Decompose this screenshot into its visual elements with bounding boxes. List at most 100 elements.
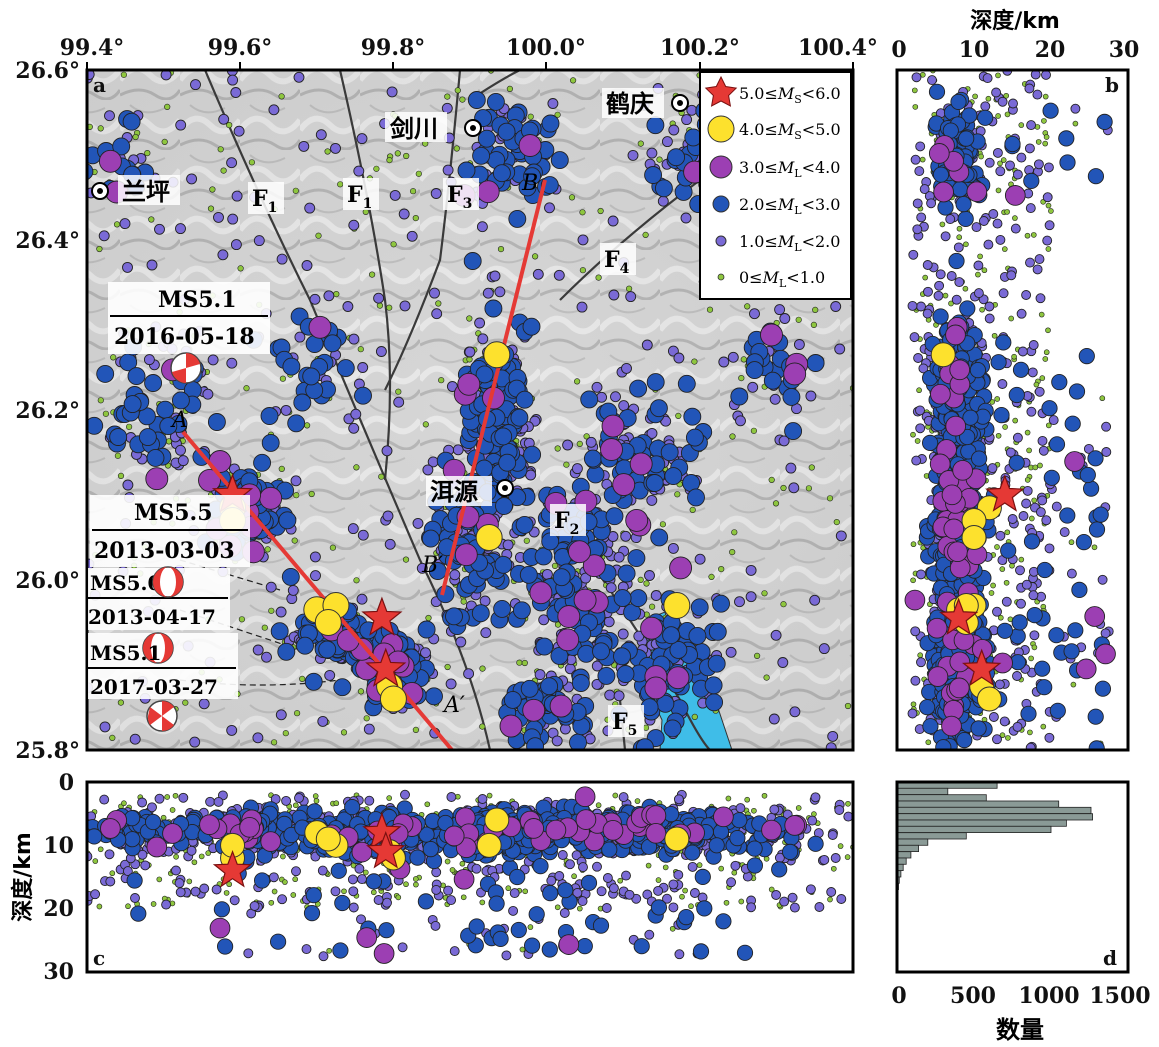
event-marker bbox=[515, 515, 534, 534]
event-marker bbox=[915, 423, 926, 434]
event-marker bbox=[579, 267, 587, 274]
event-marker bbox=[454, 543, 478, 567]
event-marker bbox=[995, 72, 1001, 79]
event-marker bbox=[995, 334, 1012, 351]
event-marker bbox=[97, 125, 104, 132]
event-marker bbox=[910, 626, 921, 637]
event-marker bbox=[908, 249, 919, 260]
event-marker bbox=[109, 734, 116, 742]
fault-line bbox=[338, 70, 392, 481]
city-marker-dot bbox=[502, 485, 508, 491]
event-marker bbox=[1008, 98, 1018, 109]
event-marker bbox=[265, 581, 277, 593]
event-marker bbox=[412, 517, 424, 529]
event-marker bbox=[627, 149, 639, 161]
event-marker bbox=[1042, 93, 1049, 100]
event-marker bbox=[160, 70, 172, 81]
event-marker bbox=[994, 544, 1000, 550]
event-marker bbox=[422, 421, 429, 428]
event-marker bbox=[932, 166, 950, 183]
event-marker bbox=[835, 530, 847, 542]
event-marker bbox=[403, 152, 410, 160]
event-marker bbox=[121, 800, 127, 807]
event-marker bbox=[929, 453, 951, 475]
event-marker bbox=[290, 475, 302, 487]
event-marker bbox=[977, 109, 994, 126]
event-marker bbox=[1016, 598, 1026, 609]
event-marker bbox=[425, 614, 432, 622]
event-marker bbox=[1008, 315, 1015, 322]
event-marker bbox=[399, 300, 411, 312]
event-marker bbox=[909, 332, 920, 343]
event-marker bbox=[646, 494, 658, 506]
fault-label-f3: F3 bbox=[443, 178, 479, 212]
event-marker bbox=[1034, 254, 1045, 265]
event-marker bbox=[381, 445, 393, 457]
event-marker bbox=[1025, 257, 1035, 268]
event-marker bbox=[226, 357, 238, 369]
event-marker bbox=[613, 551, 625, 563]
event-marker bbox=[683, 407, 702, 426]
city-label: 兰坪 bbox=[122, 178, 170, 206]
city-marker-dot bbox=[97, 188, 103, 194]
event-marker bbox=[304, 672, 323, 691]
event-marker bbox=[553, 269, 565, 281]
event-marker bbox=[324, 669, 336, 681]
event-marker bbox=[744, 303, 751, 310]
event-marker bbox=[1012, 417, 1019, 424]
event-marker bbox=[505, 885, 512, 892]
event-marker bbox=[551, 735, 563, 747]
event-marker bbox=[123, 395, 142, 414]
mechanism-date: 2016-05-18 bbox=[114, 324, 255, 350]
event-marker bbox=[394, 150, 401, 157]
event-marker bbox=[1043, 162, 1054, 173]
event-marker bbox=[271, 739, 278, 746]
mainshock-star-icon bbox=[985, 474, 1025, 512]
event-marker bbox=[112, 137, 131, 156]
event-marker bbox=[457, 161, 476, 180]
event-marker bbox=[620, 530, 632, 542]
event-marker bbox=[476, 221, 488, 233]
event-marker bbox=[531, 253, 539, 260]
event-marker bbox=[308, 490, 315, 498]
event-marker bbox=[551, 562, 559, 570]
profile-label-b-prime: B′ bbox=[421, 553, 443, 578]
event-marker bbox=[1016, 152, 1027, 163]
event-marker bbox=[940, 231, 951, 242]
event-marker bbox=[1016, 308, 1027, 319]
event-marker bbox=[834, 343, 846, 355]
event-marker bbox=[271, 888, 278, 895]
event-marker bbox=[556, 628, 580, 652]
event-marker bbox=[357, 346, 364, 353]
event-marker bbox=[315, 129, 327, 141]
event-marker bbox=[492, 164, 511, 183]
event-marker bbox=[177, 455, 189, 467]
event-marker bbox=[1084, 606, 1106, 627]
event-marker bbox=[1008, 386, 1025, 404]
event-marker bbox=[1008, 454, 1025, 471]
event-marker bbox=[601, 414, 625, 438]
top-ticks bbox=[86, 62, 854, 70]
event-marker bbox=[812, 306, 819, 314]
event-marker bbox=[1031, 644, 1038, 651]
event-marker bbox=[87, 70, 95, 80]
event-marker bbox=[729, 433, 736, 440]
event-marker bbox=[768, 713, 780, 725]
event-marker bbox=[233, 125, 245, 137]
event-marker bbox=[941, 484, 963, 506]
depth-longitude-panel: b 深度/km 0 10 20 30 bbox=[891, 8, 1139, 752]
event-marker bbox=[646, 373, 665, 392]
event-marker bbox=[982, 73, 993, 84]
event-marker bbox=[999, 566, 1006, 572]
event-marker bbox=[573, 588, 597, 612]
event-marker bbox=[612, 792, 619, 799]
event-marker bbox=[1049, 702, 1066, 719]
event-marker bbox=[705, 693, 724, 712]
event-marker bbox=[747, 381, 759, 393]
event-marker bbox=[550, 151, 569, 170]
event-marker bbox=[975, 271, 981, 278]
event-marker bbox=[646, 147, 658, 159]
event-marker bbox=[175, 223, 186, 235]
event-marker bbox=[825, 742, 837, 750]
event-marker bbox=[1027, 367, 1038, 378]
